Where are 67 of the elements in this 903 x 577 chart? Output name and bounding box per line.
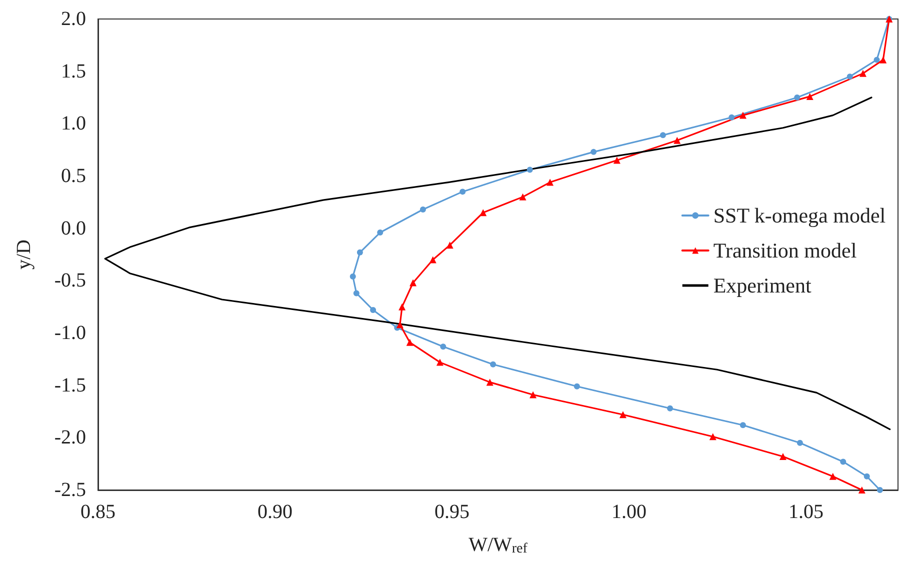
point (429, 256, 436, 264)
point (859, 70, 866, 77)
point (846, 74, 853, 80)
point (410, 279, 417, 286)
point (779, 453, 786, 460)
point (794, 94, 800, 100)
x-tick-label: 0.85 (80, 501, 116, 523)
x-tick-label: 1.05 (788, 501, 824, 523)
point (829, 472, 836, 480)
y-tick-label: -1.5 (54, 374, 86, 396)
point (880, 56, 887, 64)
legend-label: Experiment (713, 274, 812, 298)
point (377, 230, 384, 236)
point (480, 209, 487, 216)
point (574, 383, 580, 390)
y-tick-label: 2.0 (61, 8, 86, 30)
point (370, 306, 376, 313)
point (519, 193, 526, 200)
point (864, 473, 870, 480)
point (436, 358, 444, 366)
legend-label: SST k-omega model (713, 204, 886, 228)
point (796, 440, 803, 446)
y-tick-label: -2.0 (54, 426, 86, 449)
point (709, 433, 716, 440)
point (840, 458, 846, 465)
point (546, 178, 554, 186)
point (353, 290, 360, 296)
legend-label: Transition model (713, 238, 857, 262)
y-tick-label: 0.0 (61, 217, 86, 240)
point (876, 487, 883, 493)
point (530, 391, 537, 398)
point (460, 188, 466, 195)
point (728, 114, 735, 120)
point (490, 361, 496, 368)
point (674, 136, 681, 144)
point (740, 422, 746, 428)
y-tick-label: -2.5 (54, 479, 86, 501)
point (660, 132, 666, 138)
point (667, 405, 674, 412)
x-tick-label: 1.00 (611, 501, 646, 523)
y-axis-title: y/D (13, 240, 35, 270)
point (806, 92, 814, 100)
point (858, 486, 866, 494)
point (486, 378, 494, 386)
point (398, 303, 406, 310)
y-tick-label: 1.5 (61, 60, 86, 82)
x-tick-label: 0.95 (434, 501, 470, 523)
x-axis-title: W/Wref (468, 534, 528, 556)
y-tick-label: 1.0 (61, 112, 86, 135)
point (590, 148, 597, 155)
y-tick-label: 0.5 (61, 165, 86, 187)
point (406, 338, 414, 346)
point (526, 166, 533, 173)
x-tick-label: 0.90 (257, 501, 292, 523)
point (739, 112, 746, 119)
point (440, 344, 446, 350)
point (396, 321, 404, 328)
point (874, 56, 880, 63)
point (350, 273, 356, 280)
point (613, 156, 620, 164)
point (420, 206, 426, 212)
point (619, 411, 626, 418)
y-tick-label: -1.0 (54, 322, 86, 344)
point (356, 249, 363, 256)
line-series (104, 96, 891, 430)
y-tick-label: -0.5 (54, 270, 86, 292)
point (446, 242, 454, 249)
